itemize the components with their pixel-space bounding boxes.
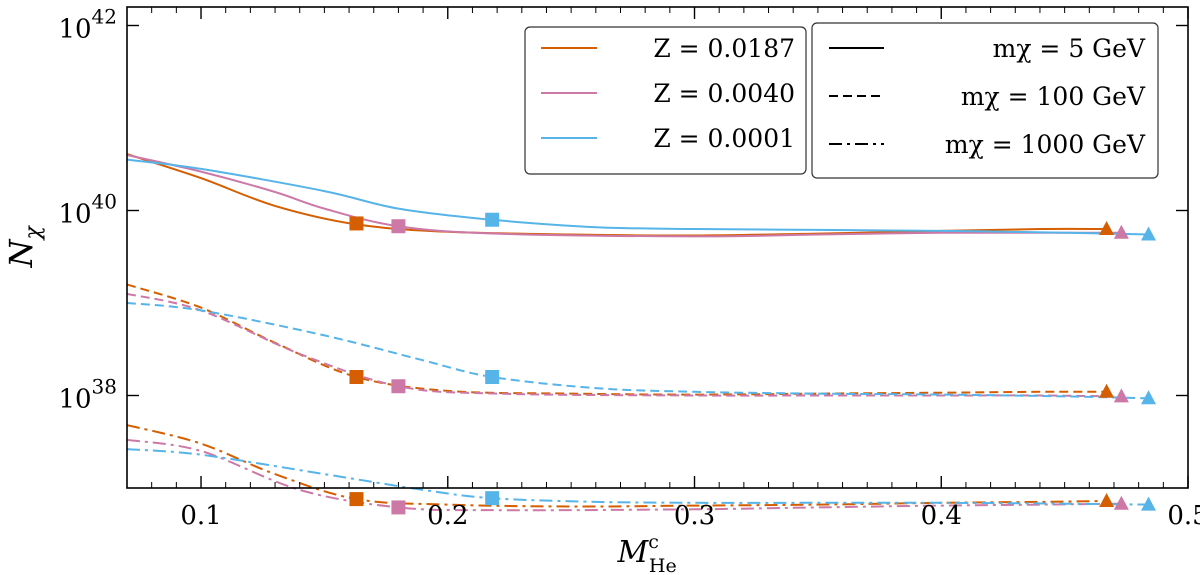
- y-tick-power: 40: [92, 190, 117, 214]
- legend-mass-box: [811, 22, 1159, 179]
- legend-label-metallicity-3: Z = 0.0001: [653, 124, 795, 153]
- legend-metallicity: Z = 0.0187 Z = 0.0040 Z = 0.0001: [524, 26, 807, 175]
- legend-dark-matter-mass: mχ = 5 GeV mχ = 100 GeV mχ = 1000 GeV: [811, 22, 1159, 179]
- triangle-marker-8: [1113, 495, 1129, 510]
- triangle-marker-2: [1113, 224, 1129, 239]
- triangle-marker-9: [1141, 496, 1157, 511]
- legend-label-mass-3: mχ = 1000 GeV: [945, 130, 1146, 159]
- triangle-marker-7: [1099, 492, 1115, 507]
- y-tick-power: 42: [92, 5, 117, 29]
- triangle-marker-3: [1141, 226, 1157, 241]
- legend-label-metallicity-1: Z = 0.0187: [653, 34, 795, 63]
- y-axis-title: Nχ: [2, 225, 46, 269]
- y-tick-power: 38: [92, 375, 117, 399]
- x-tick-label: 0.1: [180, 501, 221, 531]
- triangle-marker-4: [1099, 383, 1115, 398]
- y-tick-label: 1042: [58, 5, 117, 45]
- y-tick-base: 10: [58, 15, 91, 45]
- square-marker-8: [391, 500, 406, 515]
- triangle-marker-6: [1141, 390, 1157, 405]
- y-tick-label: 1040: [58, 190, 117, 230]
- x-axis-title: Mc He: [617, 531, 677, 575]
- y-tick-base: 10: [58, 385, 91, 415]
- series-line-6: [126, 302, 1149, 400]
- series-line-3: [126, 158, 1149, 236]
- triangle-marker-1: [1099, 221, 1115, 235]
- x-tick-label: 0.2: [427, 501, 468, 531]
- data-curves: [126, 153, 1149, 512]
- y-tick-label: 1038: [58, 375, 117, 415]
- axis-titles: Mc He Nχ: [2, 225, 677, 575]
- series-line-5: [126, 292, 1122, 398]
- legend-label-metallicity-2: Z = 0.0040: [653, 79, 795, 108]
- series-line-7: [126, 424, 1107, 508]
- square-marker-4: [349, 370, 364, 384]
- square-marker-1: [349, 216, 364, 231]
- square-marker-7: [349, 492, 364, 507]
- x-tick-label: 0.3: [674, 501, 715, 531]
- series-line-4: [126, 283, 1107, 396]
- square-marker-3: [485, 212, 500, 227]
- series-line-2: [126, 154, 1122, 238]
- y-tick-base: 10: [58, 200, 91, 230]
- data-markers: [349, 212, 1157, 515]
- series-line-8: [126, 438, 1122, 512]
- x-tick-label: 0.4: [921, 501, 962, 531]
- plot-frame: [126, 6, 1189, 489]
- square-marker-6: [485, 370, 500, 384]
- x-axis-ticks: 0.1 0.2 0.3 0.4 0.5: [151, 7, 1200, 531]
- square-marker-2: [391, 219, 406, 234]
- square-marker-5: [391, 379, 406, 394]
- legend-label-mass-2: mχ = 100 GeV: [961, 82, 1146, 111]
- legend-label-mass-1: mχ = 5 GeV: [993, 34, 1146, 63]
- square-marker-9: [485, 491, 500, 506]
- series-line-9: [126, 448, 1149, 506]
- x-tick-label: 0.5: [1167, 501, 1200, 531]
- triangle-marker-5: [1113, 388, 1129, 403]
